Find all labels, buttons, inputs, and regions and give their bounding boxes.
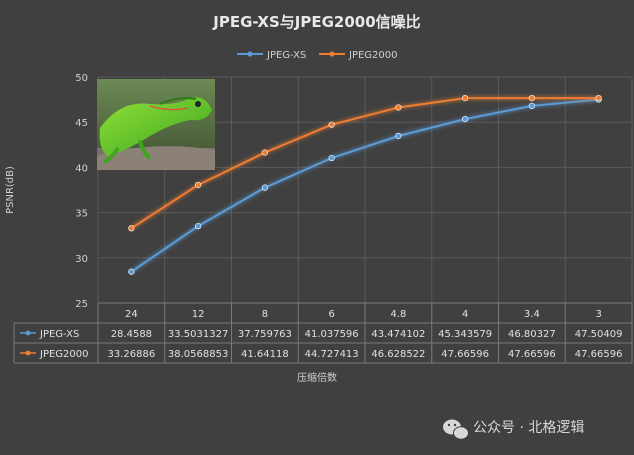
watermark-text: 公众号 · 北格逻辑 bbox=[473, 420, 584, 436]
x-tick-label: 4 bbox=[462, 309, 468, 320]
data-point bbox=[462, 94, 469, 102]
x-axis-label: 压缩倍数 bbox=[297, 371, 337, 384]
series-line bbox=[130, 98, 599, 273]
data-point bbox=[195, 223, 202, 230]
y-tick-label: 25 bbox=[75, 299, 88, 310]
x-tick-label: 3.4 bbox=[524, 309, 540, 320]
data-point bbox=[195, 181, 202, 189]
y-tick-label: 35 bbox=[75, 209, 88, 220]
y-tick-label: 30 bbox=[75, 254, 88, 265]
x-tick-label: 24 bbox=[125, 309, 138, 320]
legend-entry: JPEG2000 bbox=[348, 50, 398, 61]
data-point bbox=[261, 149, 268, 156]
data-point bbox=[595, 94, 602, 102]
legend-swatch-marker bbox=[247, 51, 253, 57]
data-label: 33.5031327 bbox=[168, 329, 228, 340]
data-table: 24 12 8 6 4.8 4 3.4 3 JPEG-XS 28.4588 33.5031327 37… bbox=[13, 302, 633, 364]
data-label: 47.66596 bbox=[441, 349, 489, 360]
data-point bbox=[328, 121, 335, 128]
data-label: 38.0568853 bbox=[168, 349, 228, 360]
wechat-icon bbox=[443, 419, 469, 440]
data-label: 43.474102 bbox=[371, 329, 425, 340]
data-label: 44.727413 bbox=[305, 349, 359, 360]
chart-title: JPEG-XS与JPEG2000信噪比 bbox=[212, 13, 420, 31]
data-label: 47.66596 bbox=[575, 349, 623, 360]
x-tick-label: 12 bbox=[192, 309, 205, 320]
y-axis-ticks: 25 30 35 40 45 50 bbox=[75, 73, 88, 310]
data-label: 45.343579 bbox=[438, 329, 492, 340]
data-point bbox=[261, 184, 268, 191]
data-label: 37.759763 bbox=[238, 329, 292, 340]
row-header: JPEG2000 bbox=[39, 349, 89, 360]
y-tick-label: 40 bbox=[75, 163, 88, 174]
table-row: JPEG2000 33.26886 38.0568853 41.64118 44.727… bbox=[20, 349, 622, 360]
y-tick-label: 50 bbox=[75, 73, 88, 84]
data-label: 33.26886 bbox=[108, 349, 156, 360]
y-axis-label: PSNR(dB) bbox=[5, 166, 16, 214]
watermark: 公众号 · 北格逻辑 bbox=[443, 419, 584, 440]
data-point bbox=[128, 225, 135, 232]
data-point bbox=[462, 115, 469, 123]
legend-entry: JPEG-XS bbox=[266, 50, 306, 61]
x-tick-label: 3 bbox=[595, 309, 601, 320]
legend: JPEG-XS JPEG2000 bbox=[237, 50, 398, 61]
data-point bbox=[128, 268, 135, 275]
series-jpeg2000 bbox=[128, 94, 602, 232]
data-label: 41.64118 bbox=[241, 349, 289, 360]
data-label: 46.80327 bbox=[508, 329, 556, 340]
data-label: 28.4588 bbox=[111, 329, 152, 340]
series-jpeg-xs bbox=[128, 96, 602, 275]
data-point bbox=[528, 102, 535, 109]
data-label: 47.50409 bbox=[575, 329, 623, 340]
legend-swatch-marker bbox=[329, 51, 335, 57]
row-legend-marker bbox=[25, 330, 31, 336]
series-lines bbox=[128, 94, 602, 275]
table-row: JPEG-XS 28.4588 33.5031327 37.759763 41.0375… bbox=[20, 329, 622, 340]
row-legend-marker bbox=[25, 350, 31, 356]
data-point bbox=[528, 94, 535, 102]
series-line bbox=[130, 97, 599, 230]
x-tick-label: 8 bbox=[262, 309, 268, 320]
data-point bbox=[395, 104, 402, 111]
y-tick-label: 45 bbox=[75, 118, 88, 129]
data-label: 47.66596 bbox=[508, 349, 556, 360]
data-label: 41.037596 bbox=[305, 329, 359, 340]
row-header: JPEG-XS bbox=[39, 329, 79, 340]
x-tick-label: 4.8 bbox=[390, 309, 406, 320]
x-tick-label: 6 bbox=[328, 309, 334, 320]
data-point bbox=[395, 132, 402, 140]
data-label: 46.628522 bbox=[371, 349, 425, 360]
data-point bbox=[328, 154, 335, 162]
green-gecko-photo bbox=[97, 79, 215, 170]
